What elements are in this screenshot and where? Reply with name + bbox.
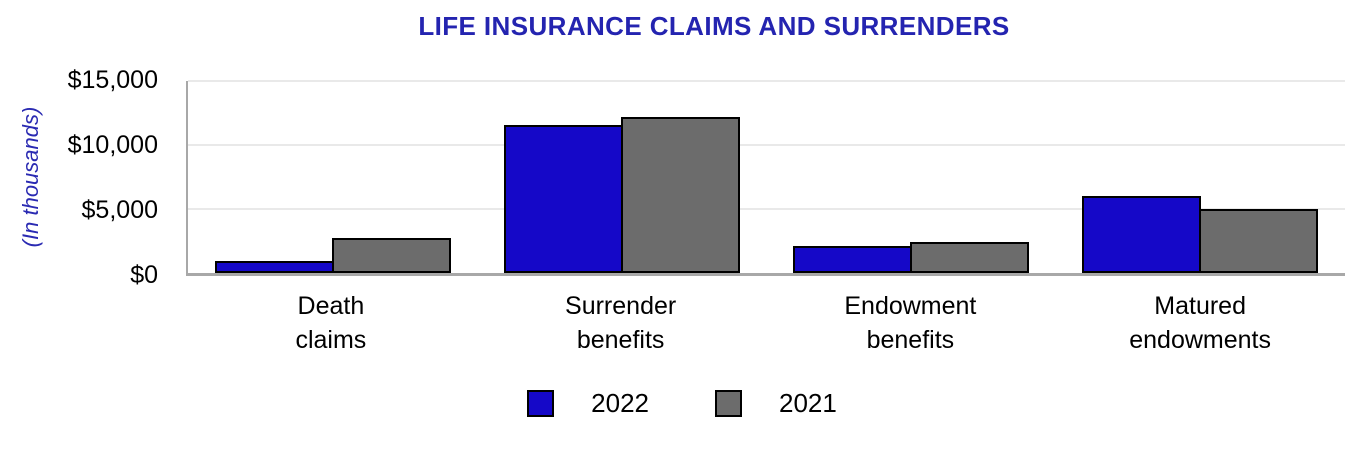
- bar-2021-matured-endowments: [1199, 209, 1319, 273]
- y-tick-label: $10,000: [67, 130, 158, 159]
- gridline: [188, 80, 1345, 82]
- legend-item-2021: 2021: [715, 388, 837, 419]
- x-label-death-claims: Death claims: [295, 292, 367, 354]
- y-axis-tick-labels: $0 $5,000 $10,000 $15,000: [0, 66, 158, 289]
- chart-title: LIFE INSURANCE CLAIMS AND SURRENDERS: [418, 11, 1010, 41]
- bar-2021-surrender-benefits: [620, 116, 740, 273]
- bar-2021-death-claims: [331, 238, 451, 273]
- bar-2022-death-claims: [214, 260, 334, 273]
- bar-group-surrender-benefits: [477, 81, 766, 273]
- legend-swatch-2022: [527, 390, 555, 417]
- legend: 2022 2021: [0, 388, 1364, 419]
- x-label-surrender-benefits: Surrender benefits: [565, 292, 677, 354]
- legend-label-2021: 2021: [779, 388, 837, 418]
- bar-2022-endowment-benefits: [793, 246, 913, 273]
- bar-2022-matured-endowments: [1082, 196, 1202, 273]
- x-axis-category-labels: Death claims Surrender benefits Endowment ben…: [186, 289, 1345, 357]
- bar-group-matured-endowments: [1056, 81, 1345, 273]
- bar-2022-surrender-benefits: [503, 124, 623, 273]
- legend-item-2022: 2022: [527, 388, 649, 419]
- legend-swatch-2021: [715, 390, 742, 417]
- x-label-endowment-benefits: Endowment benefits: [844, 292, 977, 354]
- x-label-matured-endowments: Matured endowments: [1129, 292, 1271, 354]
- y-tick-label: $0: [130, 260, 158, 289]
- bar-2021-endowment-benefits: [910, 241, 1030, 273]
- gridline: [188, 208, 1345, 210]
- plot-area: [186, 80, 1345, 276]
- bar-group-endowment-benefits: [767, 81, 1056, 273]
- gridline: [188, 144, 1345, 146]
- y-tick-label: $5,000: [81, 195, 158, 224]
- bar-group-death-claims: [188, 81, 477, 273]
- y-tick-label: $15,000: [67, 65, 158, 94]
- legend-label-2022: 2022: [591, 388, 649, 418]
- bar-series-container: [188, 81, 1345, 273]
